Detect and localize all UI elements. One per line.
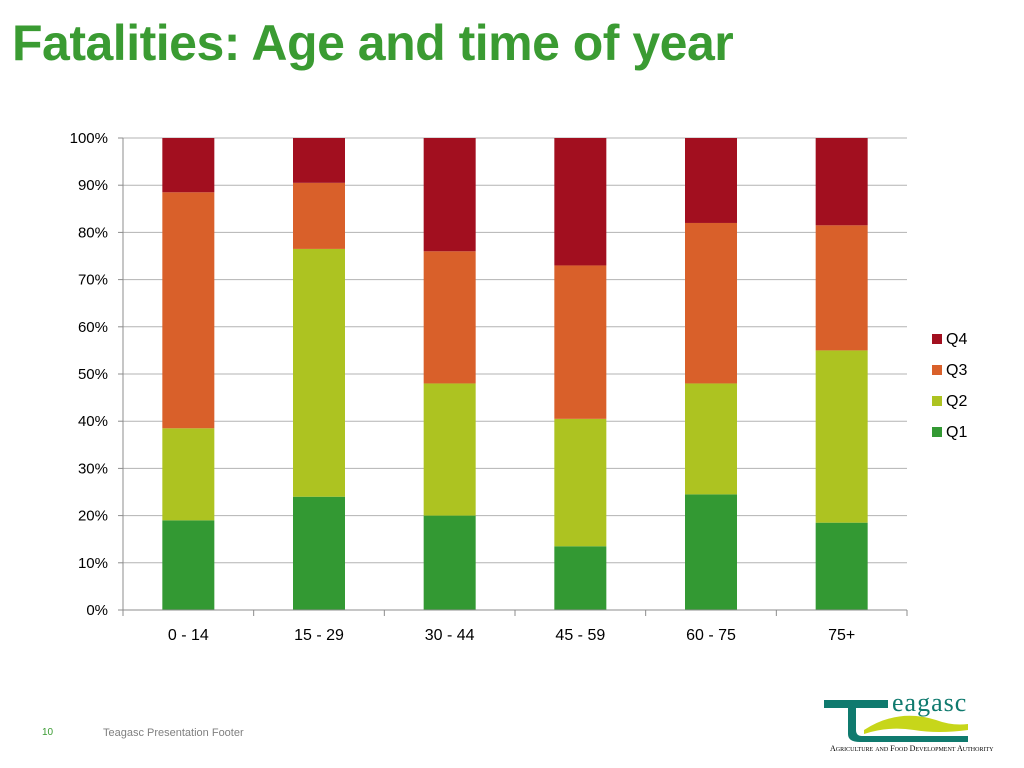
legend-swatch-q1 [932,427,942,437]
y-tick-label: 0% [86,602,108,619]
x-tick-label: 15 - 29 [294,627,344,644]
legend-swatch-q4 [932,334,942,344]
teagasc-logo: eagasc Agriculture and Food Development … [818,688,998,760]
bar-q2 [293,248,345,497]
bar-q2 [554,418,607,547]
legend: Q4 Q3 Q2 Q1 [932,331,967,441]
y-tick-label: 10% [78,555,108,572]
page-number: 10 [42,727,54,738]
legend-label-q2: Q2 [946,393,967,410]
bar-q3 [685,222,737,384]
bar-q1 [423,515,476,610]
bar-q2 [423,383,476,516]
bar-q2 [685,383,737,495]
bar-q4 [685,138,737,223]
y-tick-label: 50% [78,366,108,383]
bar-q4 [423,138,476,252]
bar-q3 [554,265,607,419]
x-tick-label: 45 - 59 [555,627,605,644]
axes: 0% 10% 20% 30% 40% 50% 60% 70% 80% 90% 100% 0 - 14 1… [70,130,908,644]
y-tick-label: 30% [78,460,108,477]
legend-swatch-q2 [932,396,942,406]
legend-label-q4: Q4 [946,331,967,348]
y-tick-label: 100% [70,130,108,147]
bar-q1 [554,546,607,610]
gridlines [123,137,907,611]
x-tick-label: 30 - 44 [425,627,475,644]
bar-q4 [815,138,868,226]
y-tick-label: 90% [78,177,108,194]
y-tick-label: 60% [78,319,108,336]
bar-q3 [162,192,215,429]
bar-q3 [293,182,345,249]
teagasc-logo-icon [824,700,968,742]
legend-label-q3: Q3 [946,362,967,379]
bar-q2 [815,350,868,523]
bar-q1 [685,494,737,610]
bar-q1 [293,496,345,610]
bar-q2 [162,428,215,521]
x-tick-label: 60 - 75 [686,627,736,644]
y-tick-label: 20% [78,508,108,525]
bar-q1 [162,520,215,610]
logo-wordmark: eagasc [892,688,968,717]
bar-q4 [554,138,607,266]
y-tick-label: 70% [78,272,108,289]
bars [162,138,868,610]
bar-q3 [423,251,476,384]
slide-title: Fatalities: Age and time of year [12,15,734,71]
logo-tagline: Agriculture and Food Development Authori… [830,744,994,753]
legend-swatch-q3 [932,365,942,375]
x-tick-label: 75+ [828,627,855,644]
x-tick-label: 0 - 14 [168,627,209,644]
footer-text: Teagasc Presentation Footer [103,727,244,739]
y-tick-label: 80% [78,224,108,241]
bar-q4 [293,138,345,183]
bar-q4 [162,138,215,193]
bar-q1 [815,522,868,610]
bar-q3 [815,225,868,351]
stacked-bar-chart: 0% 10% 20% 30% 40% 50% 60% 70% 80% 90% 100% 0 - 14 1… [70,130,968,644]
legend-label-q1: Q1 [946,424,967,441]
y-tick-label: 40% [78,413,108,430]
